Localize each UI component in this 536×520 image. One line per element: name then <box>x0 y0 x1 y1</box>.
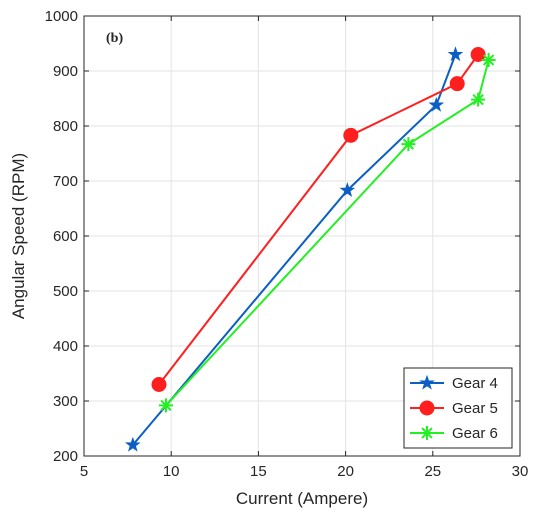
data-point <box>343 127 359 143</box>
series-gear-6 <box>158 53 496 413</box>
series-line <box>158 53 479 386</box>
y-tick-label: 600 <box>53 228 78 245</box>
data-point <box>449 76 465 92</box>
y-tick-label: 200 <box>53 448 78 465</box>
legend-item: Gear 5 <box>410 400 498 417</box>
y-tick-label: 700 <box>53 173 78 190</box>
legend-label: Gear 5 <box>452 400 498 417</box>
series-line <box>165 59 490 407</box>
legend-marker <box>419 400 435 416</box>
x-tick-label: 30 <box>512 463 529 480</box>
legend-marker <box>420 426 434 440</box>
x-tick-label: 20 <box>337 463 354 480</box>
data-point <box>401 137 416 152</box>
series-gear-4 <box>125 46 464 452</box>
legend-item: Gear 6 <box>410 425 498 442</box>
data-point <box>447 46 464 62</box>
y-tick-label: 1000 <box>45 8 78 25</box>
y-tick-label: 500 <box>53 283 78 300</box>
x-tick-label: 25 <box>424 463 441 480</box>
series-gear-5 <box>151 47 486 392</box>
y-tick-label: 900 <box>53 63 78 80</box>
data-point <box>481 53 496 67</box>
data-point <box>158 398 173 413</box>
x-axis-label: Current (Ampere) <box>236 489 368 508</box>
x-tick-label: 10 <box>163 463 180 480</box>
data-point <box>125 436 141 452</box>
legend: Gear 4 Gear 5 Gear 6 <box>403 367 513 449</box>
x-tick-label: 15 <box>250 463 267 480</box>
data-point <box>339 182 356 197</box>
data-point <box>471 92 486 107</box>
series-layer <box>125 46 496 452</box>
ticks: 5 10 15 20 25 30 200 300 400 500 600 700 800 900 1000 <box>45 8 529 480</box>
panel-label: (b) <box>106 31 123 46</box>
data-point <box>470 47 486 62</box>
legend-marker <box>419 374 435 390</box>
data-point <box>151 377 167 392</box>
y-axis-label: Angular Speed (RPM) <box>9 153 28 319</box>
legend-item: Gear 4 <box>410 374 498 392</box>
y-tick-label: 300 <box>53 393 78 410</box>
legend-label: Gear 4 <box>452 375 498 392</box>
y-tick-label: 400 <box>53 338 78 355</box>
data-point <box>428 96 445 112</box>
y-tick-label: 800 <box>53 118 78 135</box>
series-line <box>132 54 457 446</box>
legend-label: Gear 6 <box>452 425 498 442</box>
x-tick-label: 5 <box>80 463 88 480</box>
